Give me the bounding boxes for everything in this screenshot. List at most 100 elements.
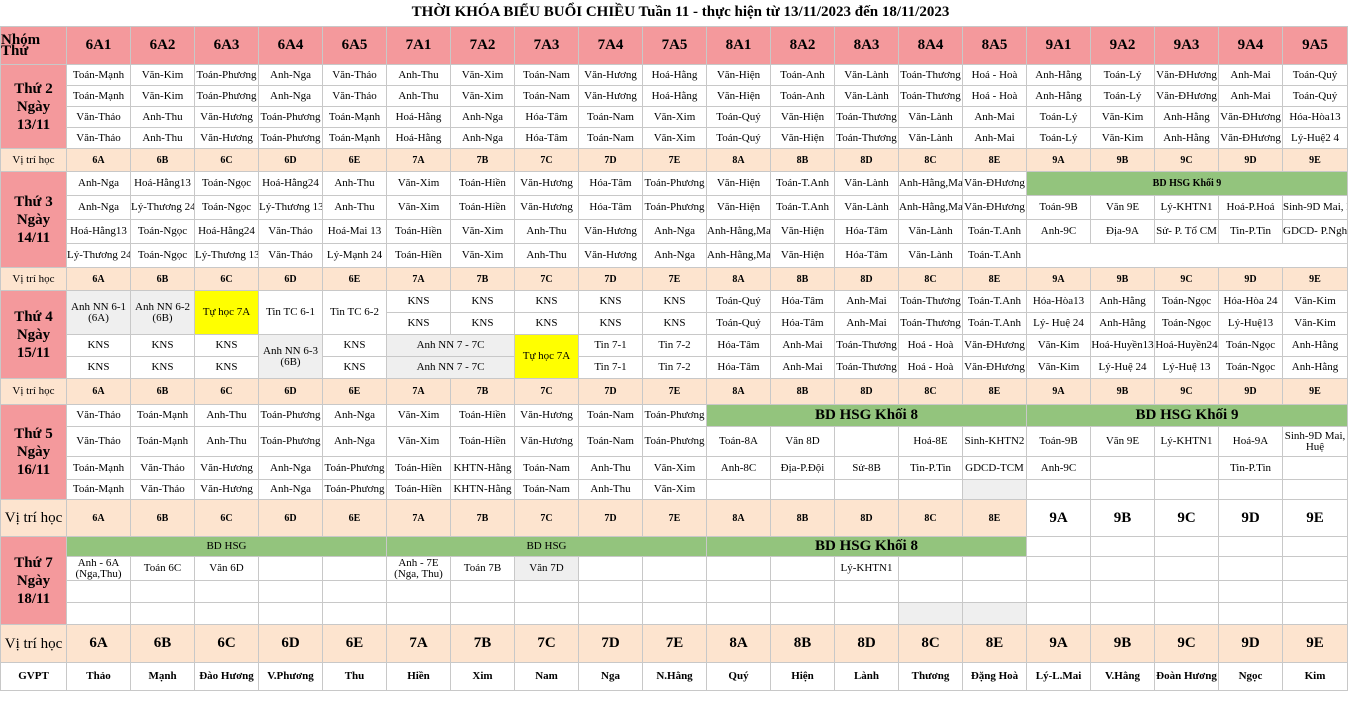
schedule-cell[interactable]: Văn-Lành <box>834 64 899 86</box>
schedule-cell[interactable]: Văn 8D <box>770 426 835 457</box>
room-cell[interactable]: 7E <box>642 378 707 405</box>
room-cell[interactable]: 7A <box>386 378 451 405</box>
teacher-cell[interactable]: Đặng Hoà <box>962 662 1027 691</box>
anh-nn-cell[interactable]: Anh NN 7 - 7C <box>386 334 515 357</box>
schedule-cell[interactable]: Toán-Mạnh <box>322 106 387 128</box>
schedule-cell[interactable]: Anh-Hằng <box>1154 106 1219 128</box>
schedule-cell[interactable]: Toán-Quý <box>706 312 771 335</box>
room-cell[interactable]: 6D <box>258 378 323 405</box>
empty-cell[interactable] <box>258 580 323 603</box>
schedule-cell[interactable]: Văn-Hương <box>514 426 579 457</box>
schedule-cell[interactable]: Văn-Lành <box>834 85 899 107</box>
kns-cell[interactable]: KNS <box>194 334 259 357</box>
empty-cell[interactable] <box>770 479 835 500</box>
schedule-cell[interactable]: Hoá-Hằng <box>386 127 451 149</box>
schedule-cell[interactable]: Lý-Huệ2 4 <box>1282 127 1348 149</box>
schedule-cell[interactable]: Toán-Nam <box>578 127 643 149</box>
schedule-cell[interactable]: Văn-Xim <box>386 426 451 457</box>
room-cell[interactable]: 9B <box>1090 499 1155 537</box>
schedule-cell[interactable]: Tin-P.Tin <box>1218 219 1283 244</box>
room-cell[interactable]: 6E <box>322 378 387 405</box>
schedule-cell[interactable]: Lý-Huệ 13 <box>1154 356 1219 379</box>
room-cell[interactable]: 9B <box>1090 267 1155 291</box>
schedule-cell[interactable]: Văn-ĐHương <box>962 195 1027 220</box>
room-cell[interactable]: 9C <box>1154 499 1219 537</box>
bd-hsg-banner[interactable]: BD HSG Khối 9 <box>1026 171 1348 196</box>
schedule-cell[interactable]: Anh-Nga <box>642 243 707 268</box>
room-cell[interactable]: 9A <box>1026 378 1091 405</box>
schedule-cell[interactable]: Văn-Thảo <box>258 243 323 268</box>
room-cell[interactable]: 7D <box>578 267 643 291</box>
schedule-cell[interactable]: Văn-Xim <box>642 106 707 128</box>
schedule-cell[interactable]: Hoá-Huyền24 <box>1154 334 1219 357</box>
teacher-cell[interactable]: Thương <box>898 662 963 691</box>
schedule-cell[interactable]: Hóa-Tâm <box>770 290 835 313</box>
empty-cell[interactable] <box>514 602 579 625</box>
room-cell[interactable]: 7E <box>642 499 707 537</box>
schedule-cell[interactable]: Toán-Quý <box>706 290 771 313</box>
schedule-cell[interactable]: Văn-Xim <box>642 127 707 149</box>
class-header[interactable]: 9A3 <box>1154 26 1219 65</box>
schedule-cell[interactable]: Văn-Kim <box>1282 290 1348 313</box>
empty-cell[interactable] <box>130 602 195 625</box>
kns-cell[interactable]: KNS <box>194 356 259 379</box>
kns-cell[interactable]: KNS <box>322 334 387 357</box>
schedule-cell[interactable]: Tin-P.Tin <box>1218 456 1283 480</box>
room-cell[interactable]: 9C <box>1154 267 1219 291</box>
class-header[interactable]: 9A4 <box>1218 26 1283 65</box>
schedule-cell[interactable]: Toán-Ngọc <box>194 195 259 220</box>
room-cell[interactable]: 6C <box>194 499 259 537</box>
empty-cell[interactable] <box>642 580 707 603</box>
schedule-cell[interactable]: Văn-ĐHương <box>1154 64 1219 86</box>
schedule-cell[interactable]: Văn-Lành <box>834 171 899 196</box>
tu-hoc-cell[interactable]: Tự học 7A <box>194 290 259 335</box>
schedule-cell[interactable]: Toán-Quý <box>706 106 771 128</box>
room-cell[interactable]: 8E <box>962 267 1027 291</box>
schedule-cell[interactable]: Toán-Lý <box>1090 64 1155 86</box>
room-cell[interactable]: 7D <box>578 148 643 172</box>
empty-cell[interactable] <box>1218 536 1283 557</box>
teacher-cell[interactable]: V.Phương <box>258 662 323 691</box>
schedule-cell[interactable]: Hóa-Hòa13 <box>1026 290 1091 313</box>
schedule-cell[interactable]: Toán-Nam <box>514 64 579 86</box>
empty-cell[interactable] <box>258 602 323 625</box>
schedule-cell[interactable]: Toán-T.Anh <box>770 195 835 220</box>
schedule-cell[interactable]: Toán-Anh <box>770 85 835 107</box>
empty-cell[interactable] <box>1026 580 1091 603</box>
schedule-cell[interactable]: Toán-Mạnh <box>66 479 131 500</box>
day-tue[interactable]: Thứ 3 Ngày 14/11 <box>0 171 67 268</box>
room-cell[interactable]: 8C <box>898 378 963 405</box>
empty-cell[interactable] <box>1282 479 1348 500</box>
schedule-cell[interactable]: Toán-Quý <box>1282 85 1348 107</box>
schedule-cell[interactable]: Lý-Thương 24 <box>130 195 195 220</box>
kns-cell[interactable]: KNS <box>386 290 451 313</box>
room-cell[interactable]: 6B <box>130 499 195 537</box>
empty-cell[interactable] <box>706 602 771 625</box>
kns-cell[interactable]: KNS <box>322 356 387 379</box>
schedule-cell[interactable]: Toán-Hiền <box>450 195 515 220</box>
schedule-cell[interactable]: Toán-Nam <box>514 479 579 500</box>
schedule-cell[interactable]: Văn-Hương <box>514 171 579 196</box>
kns-cell[interactable]: KNS <box>514 290 579 313</box>
empty-cell[interactable] <box>706 479 771 500</box>
schedule-cell[interactable]: Anh-9C <box>1026 219 1091 244</box>
schedule-cell[interactable]: Anh-8C <box>706 456 771 480</box>
schedule-cell[interactable]: Anh-Hằng <box>1282 334 1348 357</box>
teacher-cell[interactable]: Ngọc <box>1218 662 1283 691</box>
room-cell[interactable]: 7C <box>514 267 579 291</box>
room-cell[interactable]: 6A <box>66 267 131 291</box>
schedule-cell[interactable]: Toán-Phương <box>322 479 387 500</box>
schedule-cell[interactable]: Văn-Thảo <box>66 404 131 427</box>
schedule-cell[interactable]: Anh-Hằng <box>1026 85 1091 107</box>
room-cell[interactable]: 9E <box>1282 624 1348 663</box>
room-cell[interactable]: 8D <box>834 499 899 537</box>
empty-cell[interactable] <box>450 602 515 625</box>
schedule-cell[interactable]: Anh-Mai <box>962 127 1027 149</box>
teacher-cell[interactable]: Lý-L.Mai <box>1026 662 1091 691</box>
schedule-cell[interactable]: Toán-Hiền <box>386 479 451 500</box>
schedule-cell[interactable]: Văn-ĐHương <box>962 356 1027 379</box>
schedule-cell[interactable]: Anh-Hằng <box>1090 290 1155 313</box>
empty-cell[interactable] <box>770 580 835 603</box>
schedule-cell[interactable]: Văn-Kim <box>130 64 195 86</box>
schedule-cell[interactable]: Hóa-Tâm <box>514 106 579 128</box>
